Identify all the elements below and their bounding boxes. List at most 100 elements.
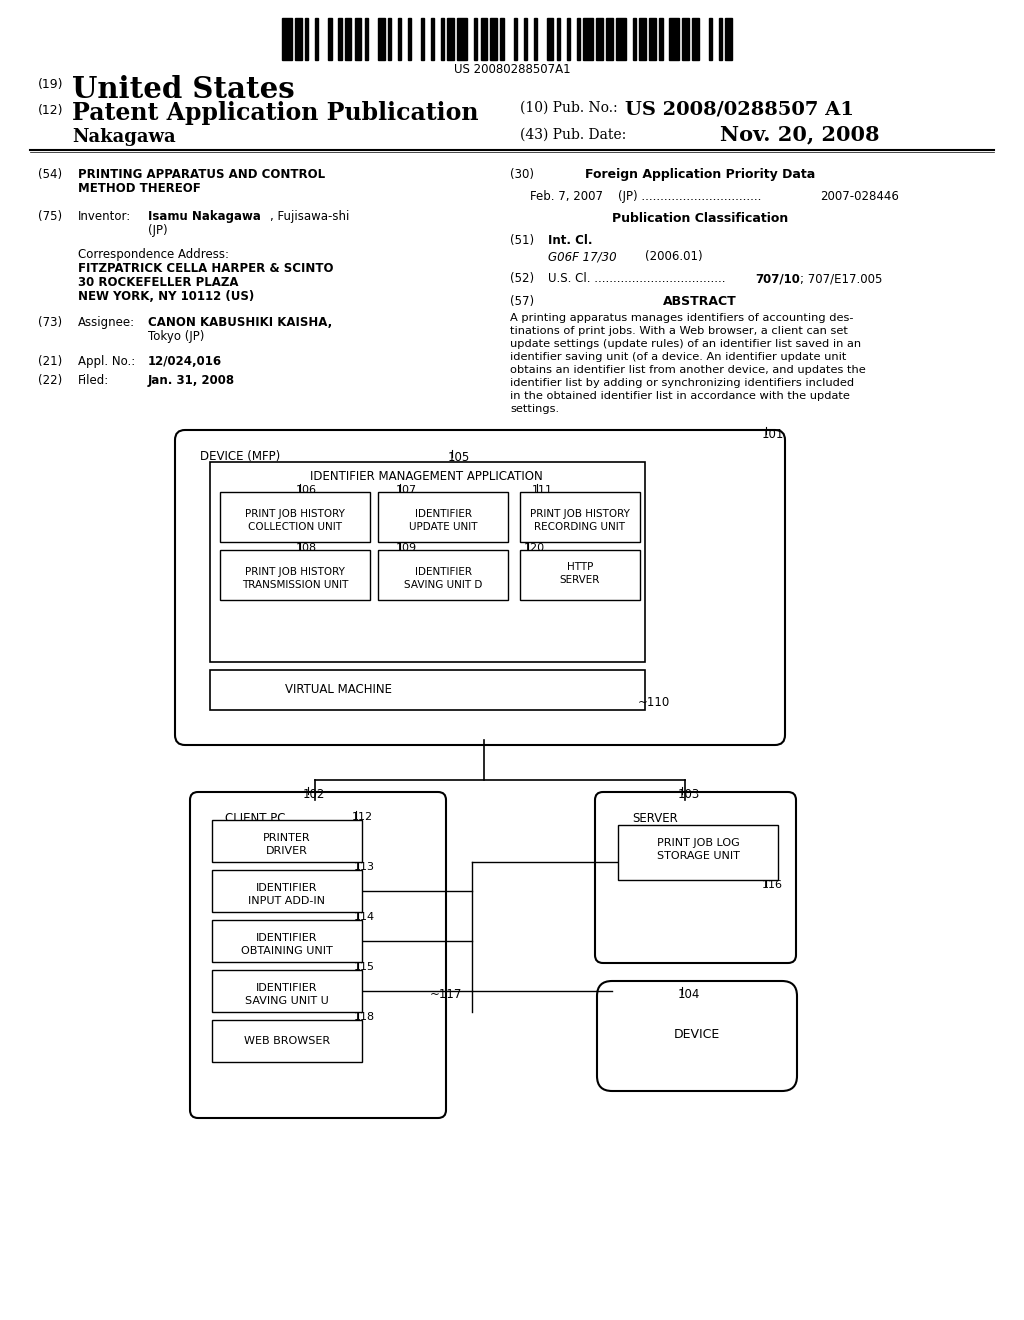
Bar — [639, 18, 646, 59]
FancyBboxPatch shape — [595, 792, 796, 964]
Text: 12/024,016: 12/024,016 — [148, 355, 222, 368]
Text: Feb. 7, 2007: Feb. 7, 2007 — [530, 190, 603, 203]
Text: U.S. Cl. ...................................: U.S. Cl. ...............................… — [548, 272, 725, 285]
Text: VIRTUAL MACHINE: VIRTUAL MACHINE — [285, 682, 392, 696]
Text: INPUT ADD-IN: INPUT ADD-IN — [249, 896, 326, 906]
Text: WEB BROWSER: WEB BROWSER — [244, 1036, 330, 1045]
Text: PRINT JOB LOG: PRINT JOB LOG — [656, 838, 739, 847]
Text: in the obtained identifier list in accordance with the update: in the obtained identifier list in accor… — [510, 391, 850, 401]
Text: (JP): (JP) — [148, 224, 168, 238]
Bar — [431, 18, 434, 59]
Bar — [557, 18, 560, 59]
Text: 112: 112 — [352, 812, 373, 822]
Text: NEW YORK, NY 10112 (US): NEW YORK, NY 10112 (US) — [78, 290, 254, 304]
Bar — [659, 18, 663, 59]
Bar — [480, 18, 487, 59]
Text: (57): (57) — [510, 294, 535, 308]
Bar — [421, 18, 424, 59]
Text: tinations of print jobs. With a Web browser, a client can set: tinations of print jobs. With a Web brow… — [510, 326, 848, 337]
Text: PRINTING APPARATUS AND CONTROL: PRINTING APPARATUS AND CONTROL — [78, 168, 326, 181]
Bar — [616, 18, 626, 59]
Bar — [305, 18, 308, 59]
Bar — [398, 18, 401, 59]
Bar — [596, 18, 603, 59]
Text: (30): (30) — [510, 168, 534, 181]
Text: (75): (75) — [38, 210, 62, 223]
Text: US 20080288507A1: US 20080288507A1 — [454, 63, 570, 77]
Bar — [514, 18, 517, 59]
Text: United States: United States — [72, 75, 295, 104]
Bar — [633, 18, 636, 59]
Text: TRANSMISSION UNIT: TRANSMISSION UNIT — [242, 579, 348, 590]
Bar — [577, 18, 580, 59]
Text: 108: 108 — [296, 543, 317, 553]
Text: Inventor:: Inventor: — [78, 210, 131, 223]
Text: DRIVER: DRIVER — [266, 846, 308, 855]
Bar — [490, 18, 497, 59]
Text: Foreign Application Priority Data: Foreign Application Priority Data — [585, 168, 815, 181]
Text: 104: 104 — [678, 987, 700, 1001]
Bar — [212, 1020, 362, 1063]
Bar — [408, 18, 411, 59]
FancyBboxPatch shape — [597, 981, 797, 1092]
Text: obtains an identifier list from another device, and updates the: obtains an identifier list from another … — [510, 366, 865, 375]
Bar — [210, 462, 645, 663]
Text: PRINT JOB HISTORY: PRINT JOB HISTORY — [245, 568, 345, 577]
Text: PRINT JOB HISTORY: PRINT JOB HISTORY — [245, 510, 345, 519]
Bar — [212, 820, 362, 862]
Text: SERVER: SERVER — [560, 576, 600, 585]
Text: Publication Classification: Publication Classification — [612, 213, 788, 224]
Text: , Fujisawa-shi: , Fujisawa-shi — [270, 210, 349, 223]
Text: 111: 111 — [532, 484, 553, 495]
Bar — [378, 550, 508, 601]
Text: IDENTIFIER: IDENTIFIER — [256, 933, 317, 942]
Bar — [520, 550, 640, 601]
Text: SAVING UNIT U: SAVING UNIT U — [245, 997, 329, 1006]
Text: ~110: ~110 — [638, 696, 671, 709]
Text: IDENTIFIER: IDENTIFIER — [256, 983, 317, 993]
Bar — [220, 492, 370, 543]
Text: update settings (update rules) of an identifier list saved in an: update settings (update rules) of an ide… — [510, 339, 861, 348]
Bar — [583, 18, 593, 59]
Bar — [719, 18, 722, 59]
Bar — [566, 18, 570, 59]
Text: (43) Pub. Date:: (43) Pub. Date: — [520, 128, 627, 143]
Text: 109: 109 — [396, 543, 417, 553]
Bar — [282, 18, 292, 59]
Bar — [315, 18, 318, 59]
Text: UPDATE UNIT: UPDATE UNIT — [409, 521, 477, 532]
Text: PRINTER: PRINTER — [263, 833, 311, 843]
Bar — [692, 18, 699, 59]
Text: Isamu Nakagawa: Isamu Nakagawa — [148, 210, 261, 223]
Text: 107: 107 — [396, 484, 417, 495]
Text: COLLECTION UNIT: COLLECTION UNIT — [248, 521, 342, 532]
Bar — [458, 18, 467, 59]
Bar — [295, 18, 302, 59]
Text: (19): (19) — [38, 78, 63, 91]
Bar — [338, 18, 342, 59]
Bar — [447, 18, 454, 59]
Text: STORAGE UNIT: STORAGE UNIT — [656, 851, 739, 861]
Text: 118: 118 — [354, 1012, 375, 1022]
Bar — [378, 18, 385, 59]
Text: identifier saving unit (of a device. An identifier update unit: identifier saving unit (of a device. An … — [510, 352, 847, 362]
Bar — [670, 18, 679, 59]
Text: IDENTIFIER: IDENTIFIER — [256, 883, 317, 894]
Text: Jan. 31, 2008: Jan. 31, 2008 — [148, 374, 236, 387]
Bar — [345, 18, 351, 59]
Text: ; 707/E17.005: ; 707/E17.005 — [800, 272, 883, 285]
Text: SAVING UNIT D: SAVING UNIT D — [403, 579, 482, 590]
FancyBboxPatch shape — [175, 430, 785, 744]
Text: Int. Cl.: Int. Cl. — [548, 234, 593, 247]
Text: 101: 101 — [762, 428, 784, 441]
Text: Appl. No.:: Appl. No.: — [78, 355, 135, 368]
Bar — [618, 825, 778, 880]
Bar — [212, 920, 362, 962]
Text: SERVER: SERVER — [632, 812, 678, 825]
Text: 2007-028446: 2007-028446 — [820, 190, 899, 203]
Bar — [534, 18, 537, 59]
Text: 103: 103 — [678, 788, 700, 801]
Bar — [388, 18, 391, 59]
Text: (JP) ................................: (JP) ................................ — [618, 190, 762, 203]
Text: (21): (21) — [38, 355, 62, 368]
